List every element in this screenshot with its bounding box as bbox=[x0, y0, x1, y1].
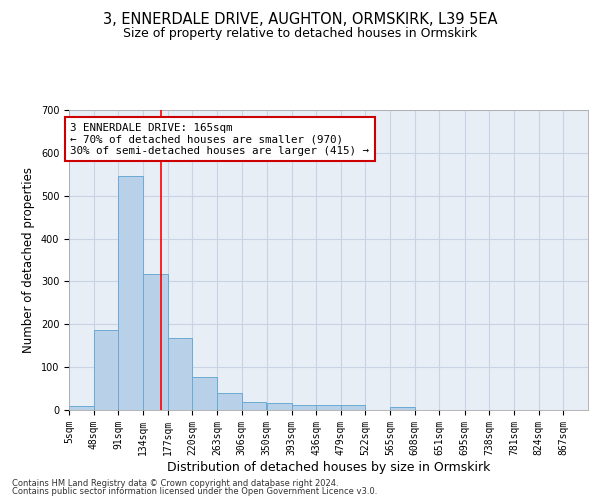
Bar bbox=[69, 406, 94, 410]
Text: 3, ENNERDALE DRIVE, AUGHTON, ORMSKIRK, L39 5EA: 3, ENNERDALE DRIVE, AUGHTON, ORMSKIRK, L… bbox=[103, 12, 497, 28]
Y-axis label: Number of detached properties: Number of detached properties bbox=[22, 167, 35, 353]
Bar bbox=[242, 402, 266, 410]
Bar bbox=[167, 338, 192, 410]
Bar bbox=[267, 402, 292, 410]
Bar bbox=[390, 406, 415, 410]
X-axis label: Distribution of detached houses by size in Ormskirk: Distribution of detached houses by size … bbox=[167, 460, 490, 473]
Text: Contains public sector information licensed under the Open Government Licence v3: Contains public sector information licen… bbox=[12, 487, 377, 496]
Text: Contains HM Land Registry data © Crown copyright and database right 2024.: Contains HM Land Registry data © Crown c… bbox=[12, 478, 338, 488]
Bar bbox=[192, 377, 217, 410]
Bar bbox=[94, 330, 118, 410]
Bar bbox=[118, 176, 143, 410]
Bar bbox=[143, 274, 167, 410]
Text: 3 ENNERDALE DRIVE: 165sqm
← 70% of detached houses are smaller (970)
30% of semi: 3 ENNERDALE DRIVE: 165sqm ← 70% of detac… bbox=[70, 123, 369, 156]
Bar bbox=[217, 393, 242, 410]
Bar bbox=[341, 405, 365, 410]
Text: Size of property relative to detached houses in Ormskirk: Size of property relative to detached ho… bbox=[123, 28, 477, 40]
Bar bbox=[316, 405, 341, 410]
Bar bbox=[292, 406, 316, 410]
